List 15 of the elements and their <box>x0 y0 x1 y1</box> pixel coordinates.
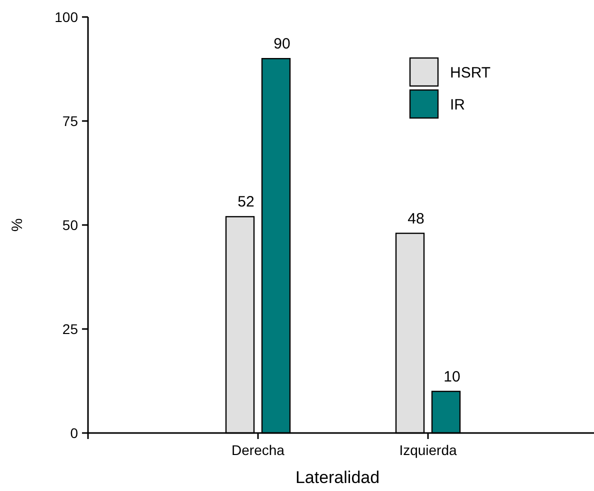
y-axis-title: % <box>9 218 26 232</box>
data-label: 48 <box>408 210 424 228</box>
x-tick-label: Derecha <box>232 442 285 458</box>
data-label: 52 <box>238 194 254 211</box>
x-axis-title: Lateralidad <box>295 468 380 487</box>
y-tick-label: 25 <box>62 320 78 337</box>
y-tick-label: 100 <box>54 8 78 25</box>
y-tick-label: 0 <box>70 424 78 441</box>
y-tick-label: 50 <box>62 216 78 233</box>
legend-label: IR <box>450 96 466 114</box>
y-tick-label: 75 <box>62 112 78 129</box>
x-tick-label: Izquierda <box>399 442 458 458</box>
legend-label: HSRT <box>450 64 491 82</box>
data-label: 90 <box>274 36 290 53</box>
data-label: 10 <box>444 368 460 386</box>
